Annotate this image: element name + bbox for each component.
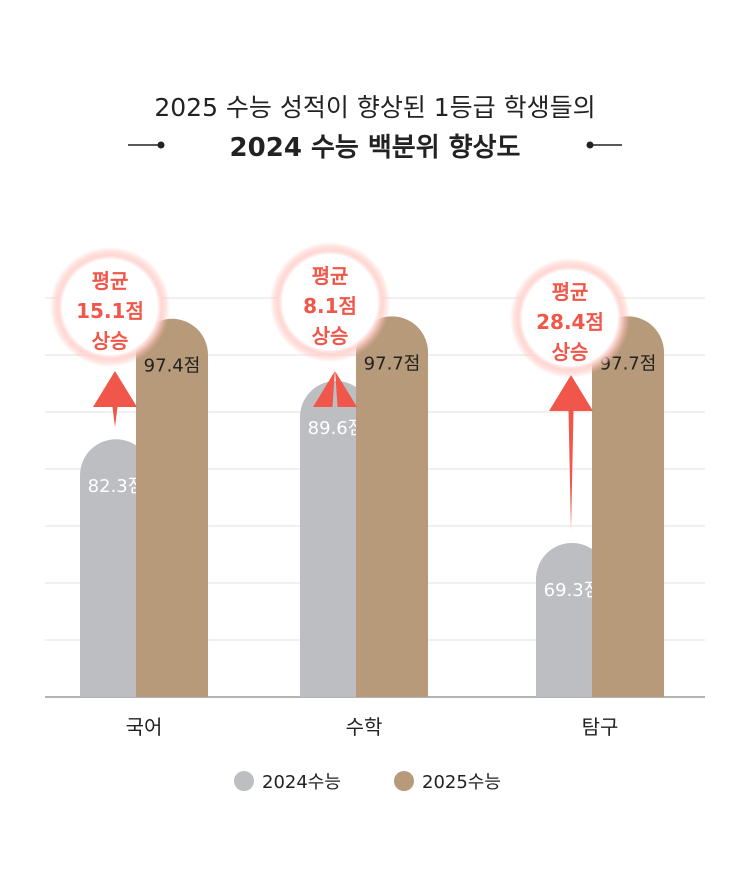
category-label: 탐구 [582, 715, 619, 739]
badge-circle [62, 259, 158, 355]
chart-subtitle: 2025 수능 성적이 향상된 1등급 학생들의 [154, 93, 595, 122]
increase-arrow [313, 368, 357, 407]
increase-arrow [549, 375, 593, 531]
bar-value-label: 82.3점 [88, 476, 145, 497]
badge-text-line: 28.4점 [536, 310, 604, 334]
category-label: 국어 [126, 715, 163, 739]
title-right-ornament [586, 141, 622, 149]
bar-2025 [356, 316, 428, 697]
badge-circle [522, 270, 618, 366]
bar-2024 [80, 439, 152, 697]
badge-text-line: 상승 [552, 340, 589, 364]
chart-title: 2024 수능 백분위 향상도 [230, 133, 521, 163]
arrows-layer [93, 368, 593, 531]
bar-2024 [300, 380, 372, 697]
badge-text-line: 평균 [92, 269, 129, 293]
badge-circle [282, 254, 378, 350]
badge-text-line: 상승 [312, 324, 349, 348]
badge-text-line: 상승 [92, 329, 129, 353]
badge-text-line: 평균 [552, 280, 589, 304]
legend-label: 2024수능 [262, 772, 341, 793]
category-label: 수학 [346, 715, 383, 739]
title-left-ornament [128, 141, 165, 149]
bar-value-label: 97.4점 [144, 356, 201, 377]
bar-2025 [136, 318, 208, 697]
category-labels: 국어 수학 탐구 [126, 715, 619, 739]
badge-text-line: 8.1점 [303, 294, 357, 318]
legend-swatch [234, 771, 254, 791]
legend-swatch [394, 771, 414, 791]
badge-text-line: 15.1점 [76, 299, 144, 323]
legend: 2024수능 2025수능 [234, 771, 501, 793]
bar-value-label: 97.7점 [364, 353, 421, 374]
badge-text-line: 평균 [312, 264, 349, 288]
bar-2024 [536, 542, 608, 697]
bar-2025 [592, 316, 664, 697]
legend-label: 2025수능 [422, 772, 501, 793]
increase-arrow [93, 371, 137, 428]
bar-value-label: 89.6점 [308, 418, 365, 439]
bar-value-label: 69.3점 [544, 580, 601, 601]
